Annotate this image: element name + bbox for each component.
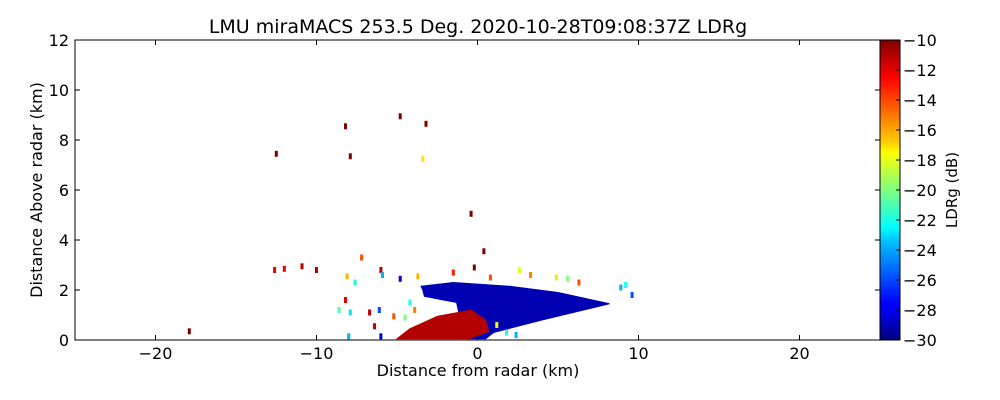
data-point: [348, 309, 352, 316]
data-point: [624, 282, 628, 288]
data-point: [392, 313, 396, 320]
data-point: [529, 272, 533, 278]
data-point: [273, 267, 277, 273]
colorbar-tick-label: −18: [903, 151, 937, 170]
data-point: [408, 299, 412, 306]
colorbar-tick-label: −26: [903, 271, 937, 290]
x-tick-label: 0: [472, 344, 482, 363]
data-point: [566, 275, 570, 282]
data-point: [577, 279, 581, 286]
data-point: [517, 267, 521, 273]
data-point: [421, 155, 425, 162]
x-axis: −20 −10 0 10 20: [139, 40, 810, 363]
data-point: [300, 263, 304, 270]
data-point: [398, 113, 402, 120]
y-tick-label: 6: [59, 181, 69, 200]
colorbar-tick-label: −12: [903, 61, 937, 80]
colorbar-tick-label: −14: [903, 91, 937, 110]
colorbar-tick-label: −30: [903, 331, 937, 350]
colorbar-tick-label: −20: [903, 181, 937, 200]
data-point: [424, 120, 428, 127]
data-point: [488, 274, 492, 281]
x-tick-label: 20: [789, 344, 809, 363]
data-point: [368, 309, 372, 316]
data-point: [348, 153, 352, 160]
data-point: [451, 269, 455, 276]
data-point: [377, 307, 381, 313]
data-point: [416, 273, 420, 280]
data-layer: [187, 113, 634, 340]
data-point: [554, 274, 558, 281]
data-point: [360, 254, 364, 261]
x-tick-label: 10: [628, 344, 648, 363]
data-point: [315, 267, 318, 273]
colorbar-tick-label: −22: [903, 211, 937, 230]
data-point: [344, 297, 347, 303]
x-tick-label: −10: [300, 344, 334, 363]
y-tick-label: 0: [59, 331, 69, 350]
x-tick-label: −20: [139, 344, 173, 363]
data-point: [469, 210, 473, 217]
data-point: [187, 328, 191, 335]
y-axis-label: Distance Above radar (km): [27, 82, 46, 298]
data-point: [345, 273, 349, 280]
data-point: [373, 323, 376, 330]
data-point: [353, 279, 357, 286]
colorbar-label: LDRg (dB): [943, 152, 961, 228]
chart-title: LMU miraMACS 253.5 Deg. 2020-10-28T09:08…: [209, 16, 747, 38]
data-point: [413, 307, 417, 313]
data-point: [619, 284, 623, 291]
data-point: [514, 332, 518, 338]
data-point: [344, 123, 347, 130]
data-point: [274, 150, 278, 157]
y-tick-label: 10: [49, 81, 69, 100]
data-point: [347, 333, 351, 340]
data-point: [495, 322, 499, 328]
colorbar-tick-label: −28: [903, 301, 937, 320]
colorbar-axis: −10 −12 −14 −16 −18 −20 −22 −24 −26 −28 −30: [896, 31, 937, 350]
y-axis: 0 2 4 6 8 10 12: [49, 31, 880, 350]
colorbar-tick-label: −10: [903, 31, 937, 50]
colorbar-tick-label: −16: [903, 121, 937, 140]
data-point: [337, 307, 341, 313]
y-tick-label: 4: [59, 231, 69, 250]
x-axis-label: Distance from radar (km): [377, 361, 580, 380]
y-tick-label: 2: [59, 281, 69, 300]
y-tick-label: 12: [49, 31, 69, 50]
data-point: [379, 267, 383, 273]
data-point: [398, 275, 402, 282]
y-tick-label: 8: [59, 131, 69, 150]
data-point: [403, 314, 407, 321]
colorbar-tick-label: −24: [903, 241, 937, 260]
data-point: [379, 333, 383, 340]
data-point: [282, 265, 286, 272]
data-point: [630, 292, 634, 298]
data-point: [381, 272, 384, 278]
red-near-ground-echo: [395, 309, 490, 340]
data-point: [482, 248, 486, 255]
data-point: [505, 329, 508, 336]
data-point: [472, 264, 476, 271]
